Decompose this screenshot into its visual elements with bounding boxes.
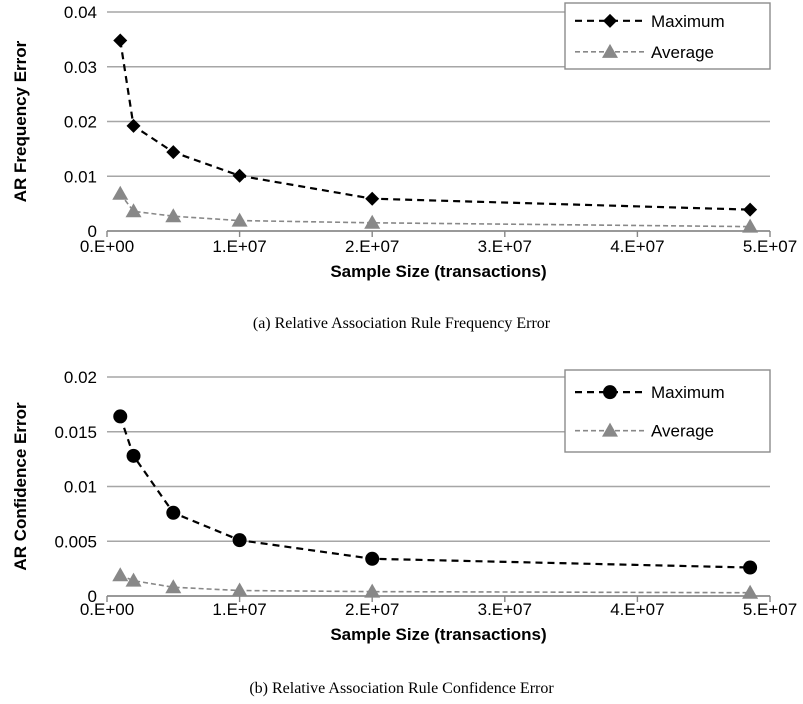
data-point-maximum bbox=[126, 448, 141, 463]
x-tick-label: 2.E+07 bbox=[345, 600, 399, 619]
x-tick-label: 5.E+07 bbox=[743, 237, 797, 256]
data-point-average bbox=[364, 214, 381, 229]
caption-confidence: (b) Relative Association Rule Confidence… bbox=[249, 680, 554, 697]
y-tick-label: 0.02 bbox=[64, 113, 97, 132]
data-point-average bbox=[742, 584, 759, 599]
legend-label-maximum: Maximum bbox=[651, 383, 725, 402]
y-axis-title: AR Frequency Error bbox=[11, 40, 30, 202]
caption-frequency: (a) Relative Association Rule Frequency … bbox=[252, 315, 551, 332]
legend-box bbox=[564, 2, 771, 70]
data-point-average bbox=[125, 572, 142, 587]
y-axis-title: AR Confidence Error bbox=[11, 402, 30, 571]
y-tick-label: 0.01 bbox=[64, 167, 97, 186]
data-point-average bbox=[112, 185, 129, 200]
legend-label-average: Average bbox=[651, 422, 714, 441]
data-point-maximum bbox=[232, 533, 247, 548]
data-point-maximum bbox=[232, 168, 247, 183]
series-line-maximum bbox=[119, 416, 751, 569]
data-point-average bbox=[742, 218, 759, 233]
frequency-error-chart: 0 0.01 0.02 0.03 0.04 0.E+00 1.E+07 2.E+07 3.E+0… bbox=[11, 2, 797, 281]
legend-marker-average bbox=[602, 422, 618, 437]
data-point-average bbox=[125, 203, 142, 218]
x-tick-label: 1.E+07 bbox=[212, 600, 266, 619]
data-point-average bbox=[231, 212, 248, 227]
chart-panel-frequency: 0 0.01 0.02 0.03 0.04 0.E+00 1.E+07 2.E+07 3.E+0… bbox=[0, 0, 803, 305]
legend-label-average: Average bbox=[651, 43, 714, 62]
data-point-maximum bbox=[365, 191, 380, 206]
x-axis-title: Sample Size (transactions) bbox=[330, 625, 546, 644]
data-point-average bbox=[231, 582, 248, 597]
data-point-average bbox=[165, 579, 182, 594]
x-tick-label: 3.E+07 bbox=[478, 237, 532, 256]
data-point-average bbox=[364, 583, 381, 598]
x-axis-title: Sample Size (transactions) bbox=[330, 262, 546, 281]
legend-label-maximum: Maximum bbox=[651, 12, 725, 31]
data-point-maximum bbox=[743, 202, 758, 217]
y-tick-label: 0.005 bbox=[54, 532, 97, 551]
series-line-average bbox=[119, 574, 751, 594]
data-point-maximum bbox=[113, 409, 128, 424]
x-tick-label: 5.E+07 bbox=[743, 600, 797, 619]
series-line-maximum bbox=[119, 40, 751, 211]
x-tick-label: 1.E+07 bbox=[212, 237, 266, 256]
y-tick-label: 0.03 bbox=[64, 58, 97, 77]
legend-box bbox=[564, 369, 771, 453]
data-point-maximum bbox=[743, 560, 758, 575]
x-tick-label: 3.E+07 bbox=[478, 600, 532, 619]
data-point-maximum bbox=[166, 145, 181, 160]
series-line-average bbox=[119, 193, 751, 228]
confidence-error-chart: 0 0.005 0.01 0.015 0.02 0.E+00 1.E+07 2.E+07 3.E… bbox=[11, 368, 797, 644]
legend-marker-maximum bbox=[603, 13, 617, 28]
y-tick-label: 0.04 bbox=[64, 3, 97, 22]
y-tick-label: 0.02 bbox=[64, 368, 97, 387]
data-point-maximum bbox=[365, 551, 380, 566]
chart-panel-confidence: 0 0.005 0.01 0.015 0.02 0.E+00 1.E+07 2.E+07 3.E… bbox=[0, 360, 803, 670]
data-point-average bbox=[165, 208, 182, 223]
data-point-maximum bbox=[113, 33, 128, 48]
x-tick-label: 0.E+00 bbox=[80, 600, 134, 619]
x-tick-label: 0.E+00 bbox=[80, 237, 134, 256]
y-tick-label: 0.015 bbox=[54, 423, 97, 442]
data-point-average bbox=[112, 567, 129, 582]
x-tick-label: 4.E+07 bbox=[610, 237, 664, 256]
x-tick-label: 4.E+07 bbox=[610, 600, 664, 619]
y-tick-label: 0 bbox=[88, 222, 97, 241]
legend-marker-average bbox=[602, 43, 618, 58]
y-tick-label: 0.01 bbox=[64, 478, 97, 497]
y-tick-label: 0 bbox=[88, 587, 97, 606]
legend-marker-maximum bbox=[603, 385, 617, 400]
x-tick-label: 2.E+07 bbox=[345, 237, 399, 256]
data-point-maximum bbox=[126, 118, 141, 133]
data-point-maximum bbox=[166, 505, 181, 520]
